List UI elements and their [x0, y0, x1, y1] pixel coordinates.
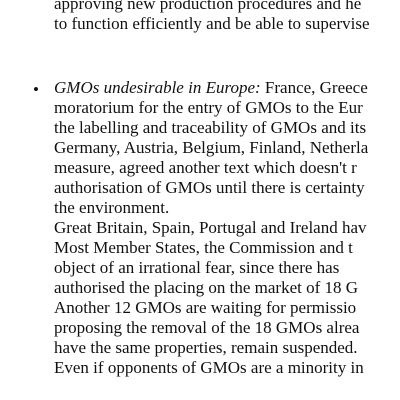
bullet-first-line: GMOs undesirable in Europe: France, Gree… — [54, 78, 368, 98]
text-line: object of an irrational fear, since ther… — [54, 258, 340, 277]
text-line: Most Member States, the Commission and t — [54, 238, 353, 257]
text-line: authorised the placing on the market of … — [54, 278, 359, 297]
text-line: moratorium for the entry of GMOs to the … — [54, 98, 363, 117]
text-line: proposing the removal of the 18 GMOs alr… — [54, 318, 360, 337]
text-line: measure, agreed another text which doesn… — [54, 158, 357, 177]
text-line: the labelling and traceability of GMOs a… — [54, 118, 367, 137]
text-line: Germany, Austria, Belgium, Finland, Neth… — [54, 138, 369, 157]
text-line: have the same properties, remain suspend… — [54, 338, 358, 357]
bullet-lead-heading: GMOs undesirable in Europe: — [54, 78, 261, 97]
bullet-first-line-text: France, Greece — [260, 78, 368, 97]
text-line: approving new production procedures and … — [54, 0, 362, 13]
bullet-icon: • — [33, 80, 39, 99]
text-line: to function efficiently and be able to s… — [54, 14, 370, 33]
text-line: authorisation of GMOs until there is cer… — [54, 178, 365, 197]
text-line: Another 12 GMOs are waiting for permissi… — [54, 298, 357, 317]
text-line: Even if opponents of GMOs are a minority… — [54, 358, 364, 377]
text-line: Great Britain, Spain, Portugal and Irela… — [54, 218, 367, 237]
text-line: the environment. — [54, 198, 170, 217]
